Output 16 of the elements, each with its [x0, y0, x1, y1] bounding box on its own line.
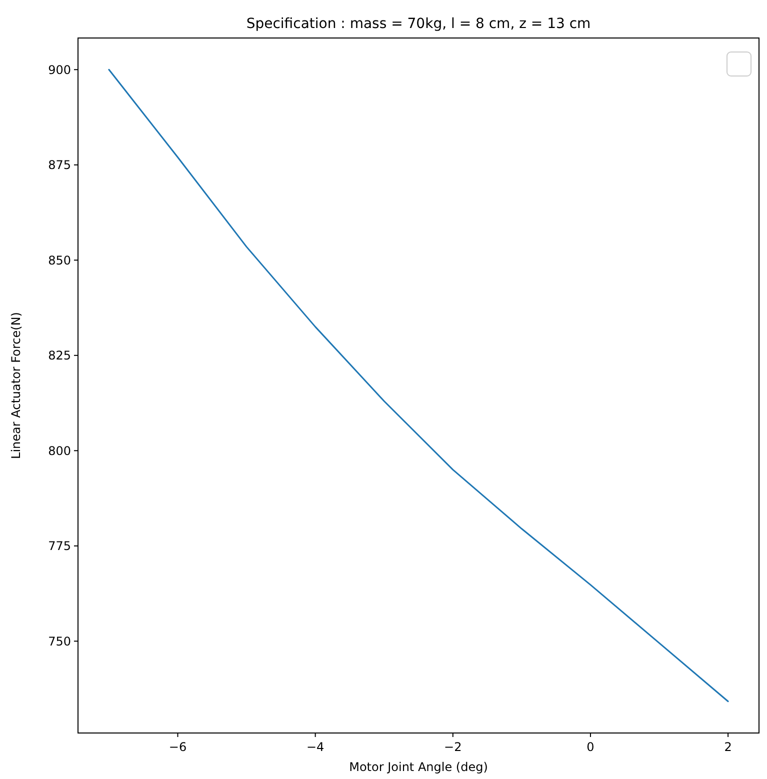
y-tick-label: 800 — [48, 444, 71, 458]
y-tick-label: 825 — [48, 348, 71, 363]
x-tick-label: −2 — [444, 740, 462, 754]
y-axis-title: Linear Actuator Force(N) — [9, 312, 23, 459]
chart-title: Specification : mass = 70kg, l = 8 cm, z = 13 cm — [246, 16, 591, 32]
x-tick-label: −6 — [168, 740, 187, 754]
y-tick-label: 850 — [48, 253, 71, 268]
x-axis-title: Motor Joint Angle (deg) — [349, 760, 488, 774]
y-tick-label: 750 — [48, 634, 71, 648]
x-tick-label: 2 — [724, 740, 732, 754]
x-tick-label: −4 — [306, 740, 324, 754]
y-tick-label: 875 — [48, 158, 71, 172]
y-tick-label: 775 — [48, 539, 71, 554]
x-tick-label: 0 — [586, 740, 594, 754]
line-series — [108, 68, 729, 702]
y-tick-label: 900 — [48, 62, 71, 77]
